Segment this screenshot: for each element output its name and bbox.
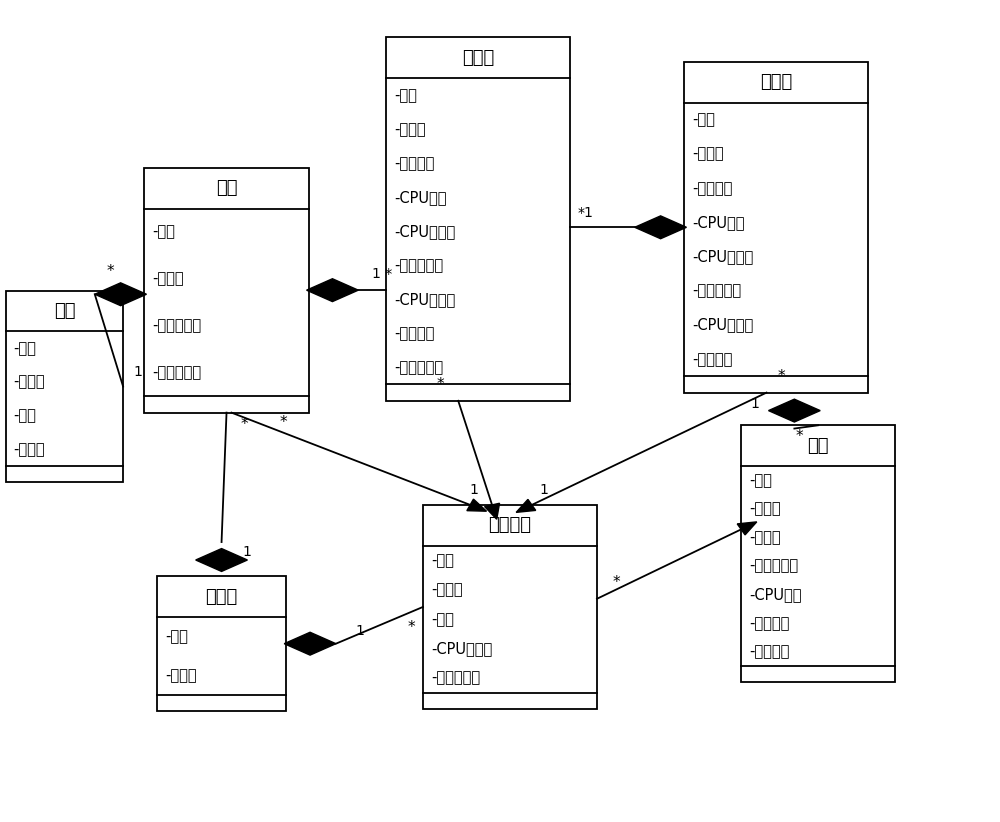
Text: 存储: 存储 <box>54 302 75 320</box>
Text: -CPU占用: -CPU占用 <box>749 587 802 603</box>
Polygon shape <box>284 632 336 655</box>
Text: 1: 1 <box>355 624 364 638</box>
Text: -标识符: -标识符 <box>152 271 184 286</box>
Polygon shape <box>635 216 686 238</box>
Text: -网络占用: -网络占用 <box>749 644 789 659</box>
Text: -操作系统: -操作系统 <box>692 352 733 367</box>
Text: -容量: -容量 <box>14 408 37 423</box>
Text: *: * <box>796 429 803 444</box>
Text: -名字: -名字 <box>431 553 454 568</box>
Text: -容量: -容量 <box>431 612 454 626</box>
Text: 虚拟机: 虚拟机 <box>760 73 793 91</box>
Text: 1: 1 <box>470 483 479 497</box>
Text: -标识符: -标识符 <box>165 667 196 683</box>
Text: -操作系统: -操作系统 <box>394 326 434 341</box>
Text: -是否是备份: -是否是备份 <box>749 559 798 574</box>
Text: -标识符: -标识符 <box>692 146 724 162</box>
Bar <box>684 62 868 393</box>
Text: -名字: -名字 <box>14 341 37 356</box>
Polygon shape <box>196 548 247 571</box>
Text: -内存使用率: -内存使用率 <box>431 671 480 686</box>
Text: -虚拟化方式: -虚拟化方式 <box>394 360 443 375</box>
Text: -内存使用率: -内存使用率 <box>692 284 742 298</box>
Text: -CPU使用率: -CPU使用率 <box>394 292 455 307</box>
Bar <box>157 576 286 711</box>
Text: -标识符: -标识符 <box>431 582 463 598</box>
Text: -CPU使用率: -CPU使用率 <box>431 641 492 656</box>
Polygon shape <box>737 522 757 535</box>
Text: *: * <box>437 377 444 392</box>
Text: -虚拟化方式: -虚拟化方式 <box>152 318 202 334</box>
Text: 1: 1 <box>242 545 251 559</box>
Text: *1: *1 <box>577 206 593 219</box>
Text: *: * <box>795 403 802 418</box>
Text: *: * <box>241 418 248 432</box>
Text: 应用: 应用 <box>807 436 829 455</box>
Polygon shape <box>516 500 536 512</box>
Text: *: * <box>407 620 415 635</box>
Text: -内存大小: -内存大小 <box>692 181 733 196</box>
Text: -名字: -名字 <box>152 224 175 239</box>
Polygon shape <box>769 399 820 422</box>
Polygon shape <box>467 499 487 511</box>
Text: -名字: -名字 <box>692 113 715 127</box>
Text: -标识符: -标识符 <box>14 374 45 390</box>
Text: *: * <box>107 264 114 279</box>
Text: 物理机: 物理机 <box>462 48 494 67</box>
Bar <box>423 505 597 709</box>
Text: -标识符: -标识符 <box>394 122 426 136</box>
Text: -标识符: -标识符 <box>749 501 781 516</box>
Text: -内存大小: -内存大小 <box>394 156 434 171</box>
Bar <box>144 168 309 413</box>
Text: -物理机个数: -物理机个数 <box>152 365 202 381</box>
Text: -内存使用率: -内存使用率 <box>394 258 443 273</box>
Text: -CPU频率: -CPU频率 <box>394 190 447 205</box>
Text: -名字: -名字 <box>165 629 188 644</box>
Text: 1: 1 <box>750 397 759 411</box>
Text: -重要性: -重要性 <box>749 530 781 545</box>
Text: -CPU频率: -CPU频率 <box>692 215 745 230</box>
Polygon shape <box>95 283 146 306</box>
Text: *: * <box>778 369 785 384</box>
Bar <box>741 425 895 682</box>
Polygon shape <box>307 279 358 302</box>
Text: *: * <box>613 575 621 590</box>
Text: -名字: -名字 <box>749 473 772 488</box>
Text: 云平台: 云平台 <box>205 588 238 606</box>
Text: -CPU核心数: -CPU核心数 <box>692 249 754 264</box>
Text: -内存占用: -内存占用 <box>749 616 789 630</box>
Text: 1 *: 1 * <box>372 267 392 281</box>
Text: 1: 1 <box>539 483 548 497</box>
Text: -名字: -名字 <box>394 88 417 103</box>
Text: *: * <box>280 415 288 430</box>
Text: -CPU核心数: -CPU核心数 <box>394 224 455 239</box>
Bar <box>386 38 570 401</box>
Text: 集群: 集群 <box>216 179 237 197</box>
Text: 中央节点: 中央节点 <box>488 516 531 534</box>
Text: 1: 1 <box>134 365 142 379</box>
Polygon shape <box>485 503 500 520</box>
Text: -CPU使用率: -CPU使用率 <box>692 317 754 333</box>
Text: -使用率: -使用率 <box>14 441 45 457</box>
Bar <box>6 290 123 483</box>
